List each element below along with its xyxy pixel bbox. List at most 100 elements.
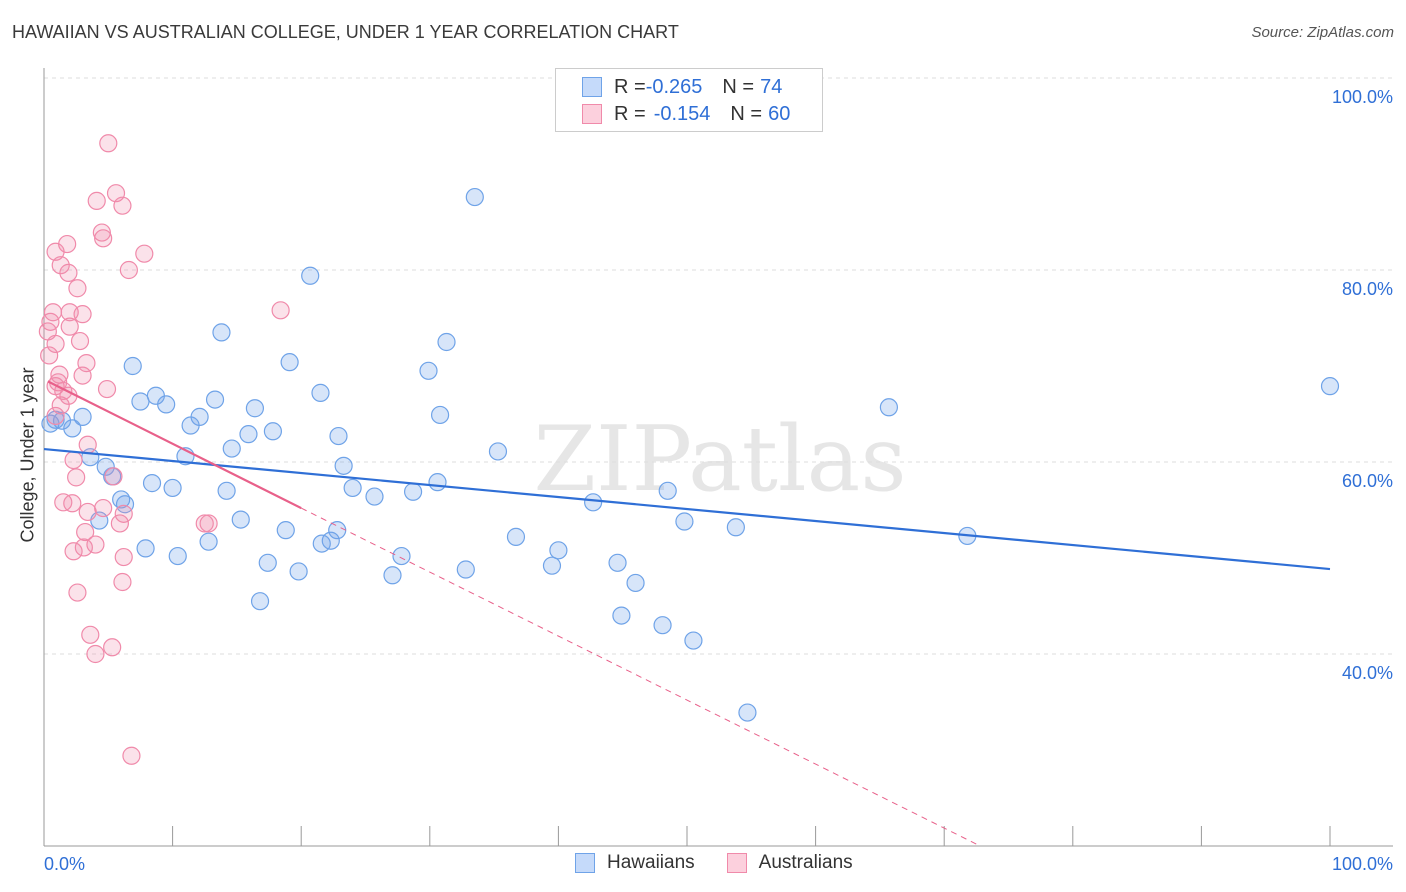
hawaiians-point: [205, 390, 225, 409]
australians-point: [64, 542, 83, 561]
hawaiians-point: [96, 457, 115, 476]
hawaiians-point: [428, 473, 447, 492]
hawaiians-point: [245, 399, 265, 418]
hawaiians-point: [250, 592, 270, 611]
hawaiians-point: [675, 512, 694, 531]
r-value: -0.154: [653, 102, 711, 125]
hawaiians-point: [263, 422, 283, 441]
legend-row-australians: R = -0.154 N = 60: [582, 101, 790, 127]
hawaiians-trend-line: [43, 447, 1331, 571]
australians-point: [51, 396, 70, 415]
hawaiians-point: [383, 566, 402, 585]
australians-point: [271, 301, 290, 320]
hawaiians-point: [334, 456, 353, 475]
australians-point: [46, 406, 65, 426]
hawaiians-point: [653, 616, 672, 635]
australians-point: [86, 535, 105, 554]
australians-point: [74, 538, 93, 557]
hawaiians-point: [488, 442, 508, 461]
australians-point: [60, 317, 79, 336]
australians-point: [114, 547, 133, 567]
hawaiians-point: [123, 356, 142, 376]
hawaiians-point: [199, 532, 218, 551]
hawaiians-point: [217, 481, 236, 500]
x-tick-label: 100.0%: [1332, 854, 1393, 874]
hawaiians-point: [280, 353, 299, 372]
australians-point: [63, 494, 82, 513]
hawaiians-point: [419, 361, 438, 380]
hawaiians-point: [430, 405, 450, 425]
hawaiians-point: [136, 539, 155, 558]
y-tick-label: 80.0%: [1342, 279, 1393, 299]
australians-point: [67, 468, 86, 487]
australians-point: [87, 191, 106, 210]
australians-point: [94, 229, 113, 248]
hawaiians-point: [465, 187, 484, 207]
hawaiians-point: [658, 481, 677, 500]
hawaiians-point: [258, 553, 277, 572]
australians-point: [135, 244, 154, 263]
legend-item-hawaiians[interactable]: Hawaiians: [575, 852, 695, 874]
australians-swatch: [582, 104, 602, 124]
australians-point: [78, 435, 97, 454]
australians-point: [73, 366, 92, 385]
hawaiians-point: [212, 323, 231, 342]
australians-point: [113, 572, 132, 592]
hawaiians-point: [301, 266, 320, 285]
r-label: R =: [614, 102, 646, 125]
australians-point: [86, 644, 105, 664]
legend-label: Hawaiians: [607, 852, 695, 873]
australians-point: [59, 263, 78, 282]
australians-point: [81, 625, 100, 644]
hawaiians-point: [181, 416, 200, 435]
hawaiians-point: [222, 439, 241, 458]
australians-point: [103, 638, 122, 657]
n-value: 74: [760, 75, 783, 98]
hawaiians-point: [276, 521, 295, 540]
hawaiians-point: [168, 546, 187, 566]
australians-point: [73, 305, 92, 324]
australians-point: [92, 223, 111, 242]
hawaiians-point: [612, 606, 631, 625]
hawaiians-point: [608, 553, 627, 572]
r-value: -0.265: [645, 75, 703, 98]
australians-point: [46, 334, 65, 354]
hawaiians-point: [131, 392, 150, 411]
australians-point: [199, 514, 218, 533]
australians-point: [68, 279, 87, 298]
series-legend: Hawaiians Australians: [575, 852, 885, 874]
hawaiians-point: [231, 510, 250, 529]
legend-item-australians[interactable]: Australians: [726, 852, 853, 874]
hawaiians-point: [46, 410, 65, 429]
australians-trend-line: [47, 380, 302, 510]
hawaiians-swatch: [575, 853, 595, 873]
hawaiians-point: [343, 478, 362, 498]
hawaiians-point: [73, 407, 92, 426]
australians-point: [97, 379, 117, 399]
hawaiians-point: [542, 556, 562, 575]
hawaiians-point: [63, 419, 82, 438]
hawaiians-swatch: [582, 77, 602, 97]
hawaiians-point: [392, 546, 411, 566]
hawaiians-point: [684, 631, 703, 650]
australians-trend-extension: [300, 507, 981, 847]
hawaiians-point: [115, 495, 135, 514]
australians-point: [46, 242, 65, 261]
hawaiians-point: [157, 395, 176, 414]
n-label: N =: [722, 75, 755, 98]
hawaiians-point: [738, 703, 757, 722]
australians-point: [122, 746, 141, 765]
australians-point: [104, 467, 123, 486]
hawaiians-point: [549, 541, 568, 560]
hawaiians-point: [312, 534, 331, 553]
australians-swatch: [726, 853, 747, 873]
n-label: N =: [730, 102, 763, 125]
australians-point: [113, 196, 132, 215]
y-tick-label: 60.0%: [1342, 471, 1393, 491]
hawaiians-point: [584, 493, 603, 512]
n-value: 60: [768, 102, 791, 125]
australians-point: [110, 514, 129, 533]
hawaiians-point: [239, 425, 258, 444]
